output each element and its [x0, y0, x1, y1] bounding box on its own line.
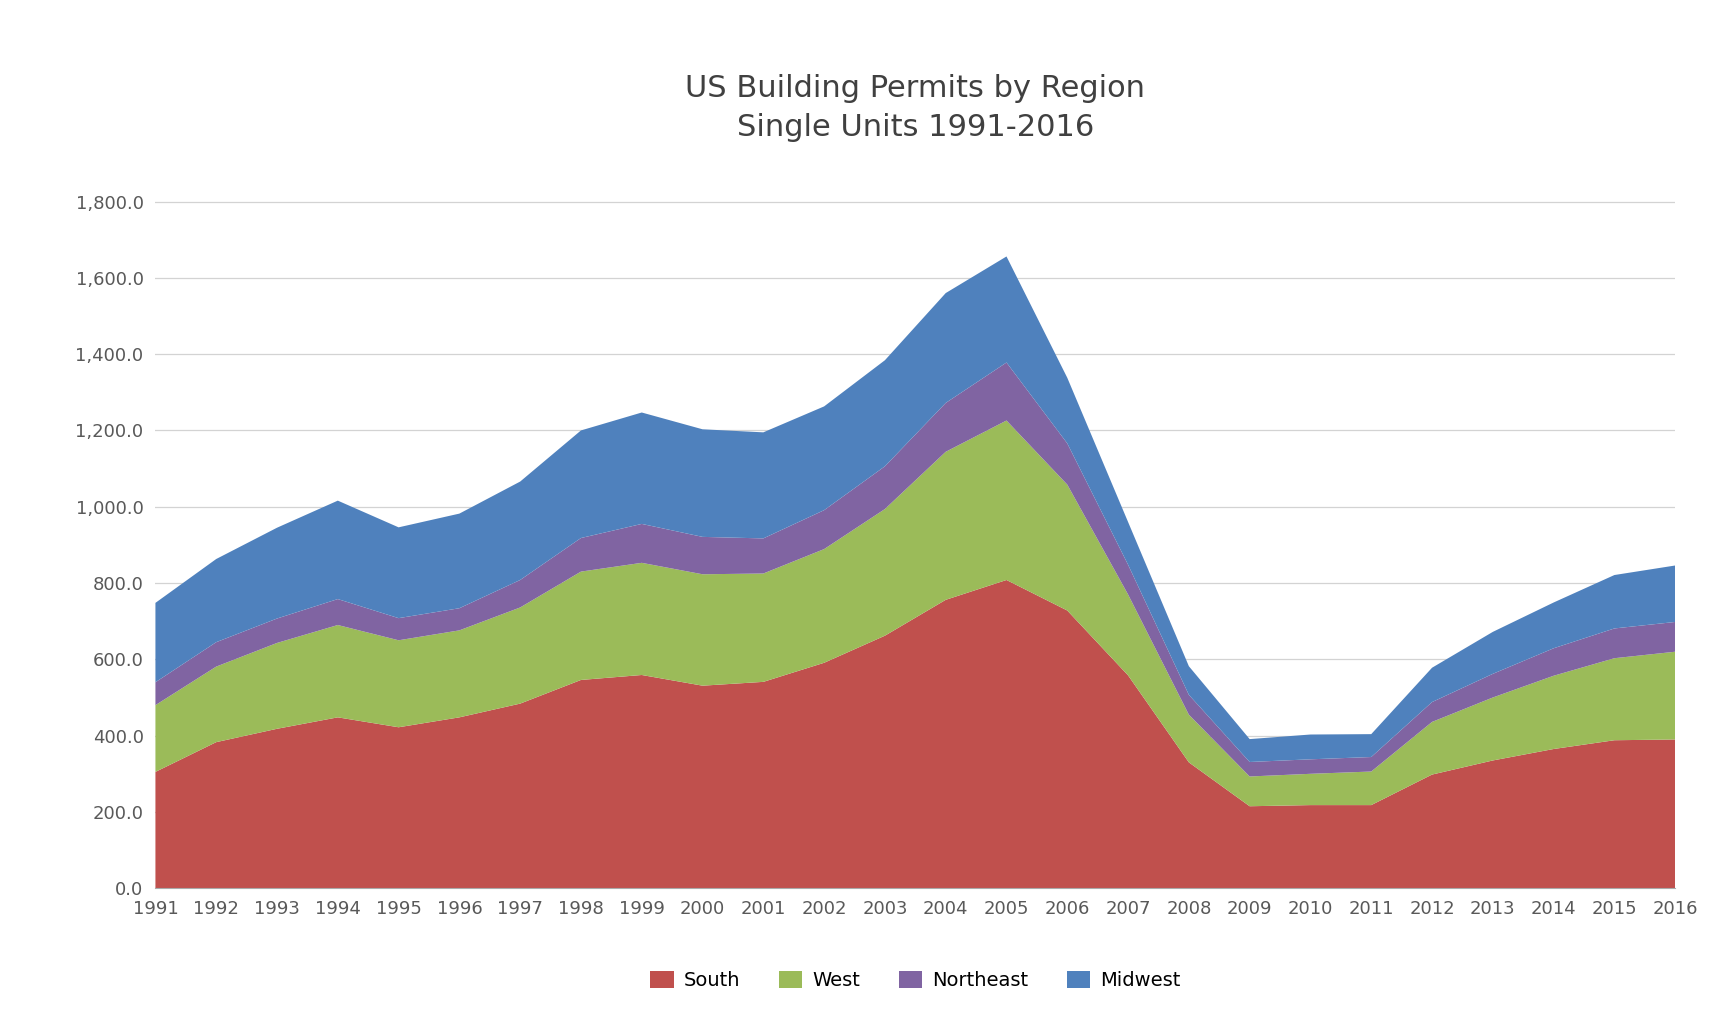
- Legend: South, West, Northeast, Midwest: South, West, Northeast, Midwest: [642, 963, 1188, 999]
- Title: US Building Permits by Region
Single Units 1991-2016: US Building Permits by Region Single Uni…: [686, 75, 1145, 142]
